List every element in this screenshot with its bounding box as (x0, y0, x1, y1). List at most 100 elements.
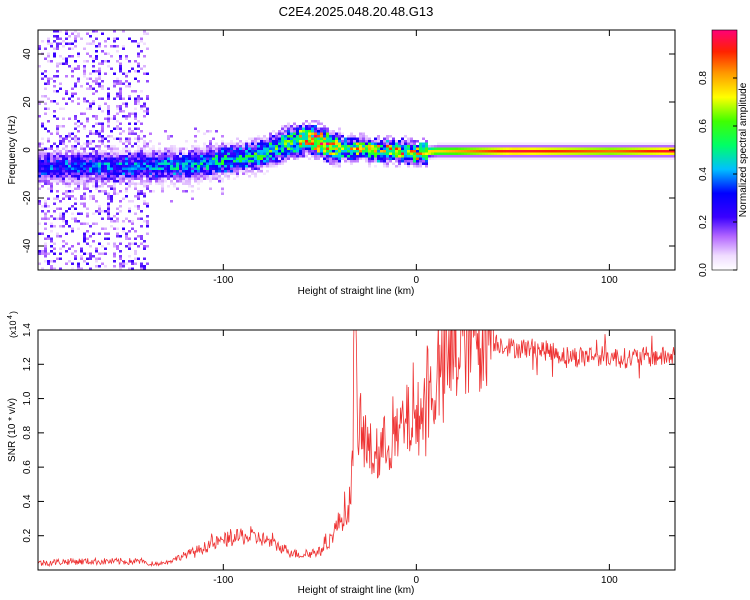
spectrogram-cell (293, 145, 296, 148)
spectrogram-cell (290, 127, 293, 130)
spectrogram-cell (104, 160, 107, 163)
spectrogram-cell (110, 162, 113, 165)
spectrogram-cell (83, 167, 86, 170)
spectrogram-cell (71, 172, 74, 175)
spectrogram-cell (44, 202, 47, 205)
spectrogram-cell (359, 155, 362, 158)
spectrogram-cell (77, 162, 80, 165)
spectrogram-cell (170, 170, 173, 173)
spectrogram-cell (185, 162, 188, 165)
spectrogram-cell (371, 147, 374, 150)
spectrogram-cell (107, 122, 110, 125)
spectrogram-cell (101, 85, 104, 88)
spectrogram-cell (92, 125, 95, 128)
spectrogram-cell (38, 65, 41, 68)
spectrogram-cell (122, 265, 125, 268)
spectrogram-cell (65, 135, 68, 138)
spectrogram-cell (95, 162, 98, 165)
spectrogram-cell (230, 142, 233, 145)
snr-scale-base: (x10 (8, 320, 18, 338)
spectrogram-cell (350, 162, 353, 165)
spectrogram-cell (668, 152, 671, 155)
spectrogram-cell (146, 205, 149, 208)
spectrogram-cell (92, 175, 95, 178)
spectrogram-cell (551, 147, 554, 150)
spectrogram-cell (395, 165, 398, 168)
spectrogram-cell (251, 162, 254, 165)
spectrogram-cell (185, 190, 188, 193)
spectrogram-cell (152, 172, 155, 175)
spectrogram-cell (317, 150, 320, 153)
spectrogram-cell (194, 160, 197, 163)
spectrogram-cell (89, 160, 92, 163)
spectrogram-cell (122, 260, 125, 263)
spectrogram-cell (89, 267, 92, 270)
spectrogram-cell (179, 155, 182, 158)
spectrogram-cell (356, 155, 359, 158)
y-tick-label: 1.2 (22, 357, 33, 371)
spectrogram-cell (650, 150, 653, 153)
spectrogram-cell (407, 162, 410, 165)
spectrogram-cell (383, 152, 386, 155)
spectrogram-cell (146, 225, 149, 228)
spectrogram-cell (107, 60, 110, 63)
spectrogram-cell (38, 150, 41, 153)
spectrogram-cell (71, 75, 74, 78)
spectrogram-cell (80, 172, 83, 175)
spectrogram-cell (113, 177, 116, 180)
spectrogram-cell (101, 135, 104, 138)
spectrogram-cell (119, 57, 122, 60)
spectrogram-cell (452, 145, 455, 148)
spectrogram-cell (218, 152, 221, 155)
spectrogram-cell (518, 152, 521, 155)
spectrogram-cell (578, 145, 581, 148)
spectrogram-cell (491, 155, 494, 158)
spectrogram-cell (419, 165, 422, 168)
spectrogram-cell (41, 165, 44, 168)
spectrogram-cell (128, 237, 131, 240)
spectrogram-cell (296, 152, 299, 155)
spectrogram-cell (185, 167, 188, 170)
spectrogram-cell (140, 242, 143, 245)
spectrogram-cell (83, 185, 86, 188)
spectrogram-cell (83, 152, 86, 155)
spectrogram-cell (143, 105, 146, 108)
spectrogram-cell (314, 145, 317, 148)
spectrogram-cell (206, 152, 209, 155)
spectrogram-cell (218, 167, 221, 170)
spectrogram-cell (65, 210, 68, 213)
spectrogram-cell (365, 142, 368, 145)
spectrogram-cell (152, 162, 155, 165)
spectrogram-cell (131, 220, 134, 223)
spectrogram-cell (179, 165, 182, 168)
spectrogram-cell (143, 140, 146, 143)
spectrogram-cell (197, 177, 200, 180)
spectrogram-cell (194, 165, 197, 168)
spectrogram-cell (176, 187, 179, 190)
spectrogram-cell (125, 262, 128, 265)
spectrogram-cell (395, 152, 398, 155)
spectrogram-cell (191, 157, 194, 160)
spectrogram-cell (491, 152, 494, 155)
spectrogram-cell (137, 135, 140, 138)
spectrogram-cell (530, 142, 533, 145)
spectrogram-cell (362, 145, 365, 148)
spectrogram-cell (455, 152, 458, 155)
spectrogram-cell (260, 137, 263, 140)
spectrogram-cell (98, 97, 101, 100)
spectrogram-cell (191, 167, 194, 170)
spectrogram-cell (329, 157, 332, 160)
spectrogram-cell (371, 160, 374, 163)
spectrogram-cell (344, 147, 347, 150)
spectrogram-cell (131, 155, 134, 158)
spectrogram-cell (182, 147, 185, 150)
spectrogram-cell (251, 157, 254, 160)
spectrogram-cell (101, 62, 104, 65)
spectrogram-cell (140, 177, 143, 180)
spectrogram-cell (413, 157, 416, 160)
spectrogram-cell (368, 145, 371, 148)
spectrogram-cell (476, 147, 479, 150)
spectrogram-cell (56, 235, 59, 238)
spectrogram-cell (272, 157, 275, 160)
spectrogram-cell (224, 172, 227, 175)
